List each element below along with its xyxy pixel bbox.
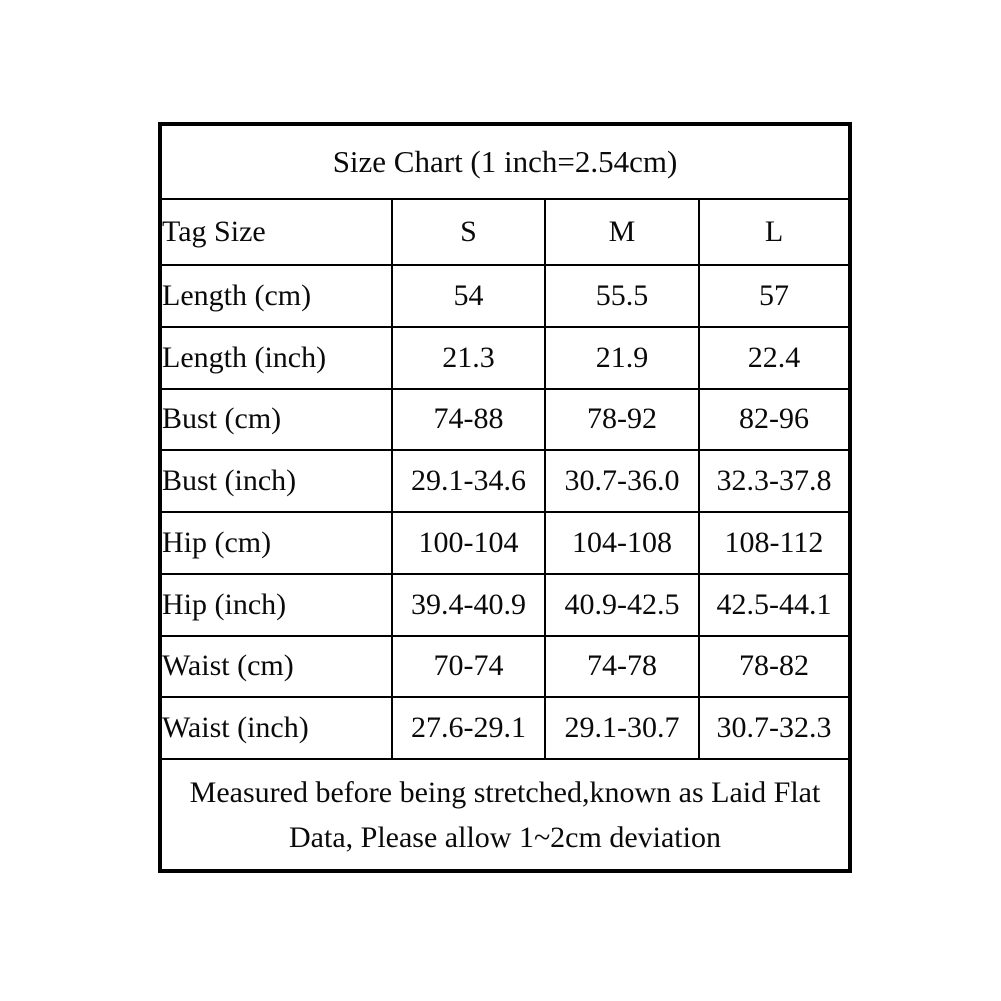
table-row-hip-cm: Hip (cm) 100-104 104-108 108-112 — [159, 511, 851, 575]
cell-value: 30.7-36.0 — [544, 449, 700, 513]
cell-value: 82-96 — [698, 387, 851, 452]
table-row-bust-inch: Bust (inch) 29.1-34.6 30.7-36.0 32.3-37.… — [159, 449, 851, 513]
cell-value: 27.6-29.1 — [391, 696, 546, 760]
cell-value: 78-92 — [544, 387, 700, 452]
table-row-length-inch: Length (inch) 21.3 21.9 22.4 — [159, 325, 851, 390]
cell-value: 104-108 — [544, 511, 700, 575]
column-header-m: M — [544, 198, 700, 266]
footnote-line-1: Measured before being stretched,known as… — [189, 775, 821, 809]
title-row: Size Chart (1 inch=2.54cm) — [159, 123, 851, 200]
row-label: Hip (cm) — [159, 511, 393, 575]
column-header-l: L — [698, 198, 851, 266]
cell-value: 100-104 — [391, 511, 546, 575]
table-row-waist-cm: Waist (cm) 70-74 74-78 78-82 — [159, 634, 851, 699]
row-label: Length (inch) — [159, 325, 393, 390]
cell-value: 22.4 — [698, 325, 851, 390]
cell-value: 78-82 — [698, 634, 851, 699]
table-row-waist-inch: Waist (inch) 27.6-29.1 29.1-30.7 30.7-32… — [159, 696, 851, 760]
cell-value: 70-74 — [391, 634, 546, 699]
cell-value: 21.9 — [544, 325, 700, 390]
cell-value: 74-88 — [391, 387, 546, 452]
column-header-s: S — [391, 198, 546, 266]
header-row: Tag Size S M L — [159, 198, 851, 266]
cell-value: 32.3-37.8 — [698, 449, 851, 513]
row-label: Length (cm) — [159, 264, 393, 328]
table-row-length-cm: Length (cm) 54 55.5 57 — [159, 264, 851, 328]
cell-value: 74-78 — [544, 634, 700, 699]
cell-value: 42.5-44.1 — [698, 572, 851, 637]
footnote-row: Measured before being stretched,known as… — [159, 758, 851, 872]
row-label: Waist (cm) — [159, 634, 393, 699]
row-label: Bust (cm) — [159, 387, 393, 452]
table-row-hip-inch: Hip (inch) 39.4-40.9 40.9-42.5 42.5-44.1 — [159, 572, 851, 637]
size-chart-title: Size Chart (1 inch=2.54cm) — [159, 123, 851, 200]
row-label: Hip (inch) — [159, 572, 393, 637]
table-row-bust-cm: Bust (cm) 74-88 78-92 82-96 — [159, 387, 851, 452]
cell-value: 55.5 — [544, 264, 700, 328]
cell-value: 108-112 — [698, 511, 851, 575]
row-label: Waist (inch) — [159, 696, 393, 760]
cell-value: 57 — [698, 264, 851, 328]
header-tag-size: Tag Size — [159, 198, 393, 266]
size-chart-container: Size Chart (1 inch=2.54cm) Tag Size S M … — [158, 122, 852, 873]
cell-value: 39.4-40.9 — [391, 572, 546, 637]
footnote: Measured before being stretched,known as… — [159, 758, 851, 872]
cell-value: 29.1-34.6 — [391, 449, 546, 513]
cell-value: 54 — [391, 264, 546, 328]
cell-value: 30.7-32.3 — [698, 696, 851, 760]
cell-value: 40.9-42.5 — [544, 572, 700, 637]
cell-value: 29.1-30.7 — [544, 696, 700, 760]
cell-value: 21.3 — [391, 325, 546, 390]
size-chart-table: Size Chart (1 inch=2.54cm) Tag Size S M … — [158, 122, 852, 873]
row-label: Bust (inch) — [159, 449, 393, 513]
footnote-line-2: Data, Please allow 1~2cm deviation — [289, 820, 721, 854]
